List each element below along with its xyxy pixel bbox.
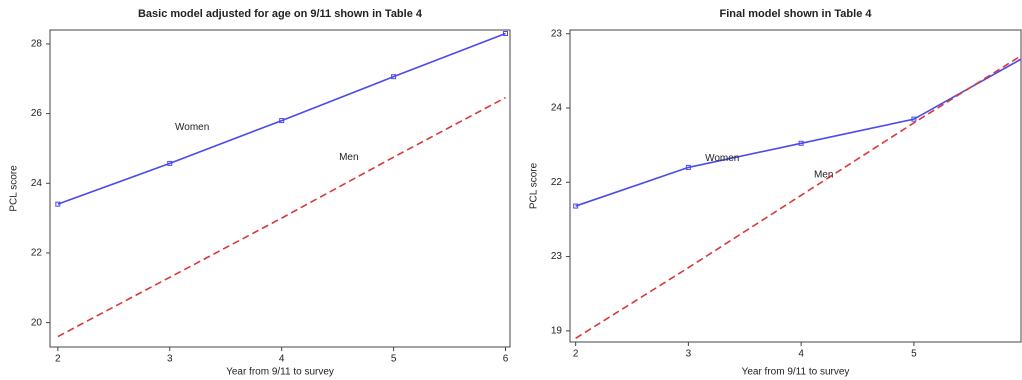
point-marker [167,160,173,166]
x-tick-label: 4 [798,349,804,360]
annotation: Women [175,122,209,133]
y-tick-label: 22 [551,177,563,188]
y-tick-label: 24 [31,178,43,189]
x-tick-label: 2 [573,349,579,360]
series-line [575,58,1021,207]
y-tick-label: 24 [551,103,563,114]
point-marker [391,74,397,80]
chart-title: Final model shown in Table 4 [720,8,873,20]
point-marker [55,201,61,207]
y-tick-label: 20 [31,317,43,328]
plot-frame [569,29,1022,343]
point-marker [798,140,804,146]
y-tick-label: 28 [31,39,43,50]
annotation: Men [339,152,358,163]
y-axis-label: PCL score [529,162,540,209]
y-axis-label: PCL score [9,165,20,212]
x-tick-label: 3 [167,354,173,365]
chart-title: Basic model adjusted for age on 9/11 sho… [138,8,423,20]
series-line [57,32,506,205]
plot-frame [49,29,511,348]
series-line [575,54,1021,339]
y-tick-label: 23 [551,251,563,262]
x-tick-label: 4 [279,354,285,365]
x-axis-label: Year from 9/11 to survey [742,367,850,378]
point-marker [911,116,917,122]
x-tick-label: 3 [686,349,692,360]
series-line [57,96,506,338]
y-tick-label: 26 [31,108,43,119]
y-tick-label: 23 [551,28,563,39]
x-tick-label: 2 [55,354,61,365]
y-tick-label: 19 [551,325,563,336]
point-marker [685,164,691,170]
point-marker [279,118,285,124]
point-marker [503,30,509,36]
point-marker [573,203,579,209]
annotation: Women [705,153,739,164]
annotation: Men [814,169,833,180]
x-tick-label: 5 [911,349,917,360]
x-tick-label: 5 [391,354,397,365]
x-axis-label: Year from 9/11 to survey [226,367,334,378]
x-tick-label: 6 [503,354,509,365]
y-tick-label: 22 [31,248,43,259]
